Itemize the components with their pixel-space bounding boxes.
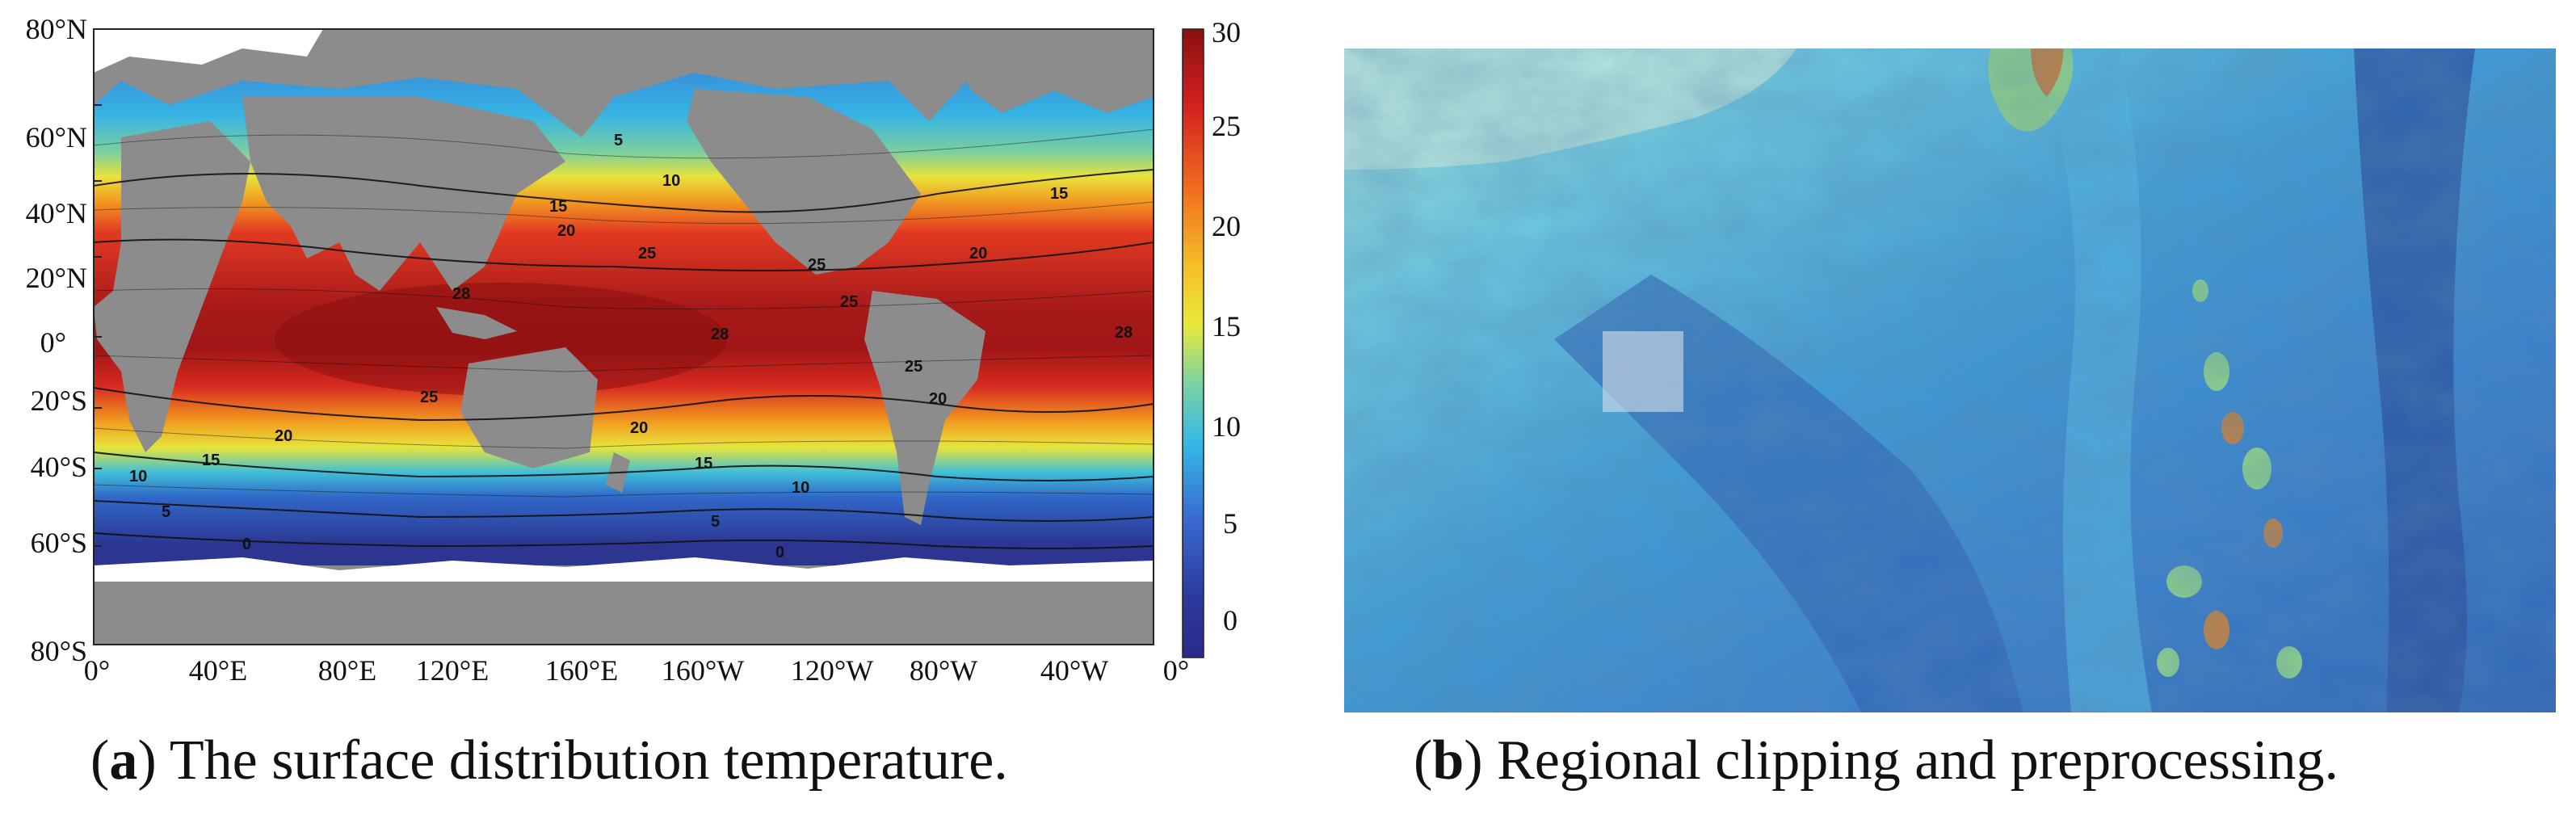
- colorbar-tick: 15: [1212, 310, 1241, 342]
- colorbar-tick: 30: [1212, 16, 1241, 48]
- contour-label: 15: [202, 452, 220, 469]
- contour-label: 25: [420, 389, 438, 406]
- lon-tick: 80°W: [910, 654, 977, 687]
- temperature-contours: [94, 169, 1154, 549]
- lon-tick: 120°E: [416, 654, 489, 687]
- indonesia-land: [436, 307, 517, 339]
- africa-land: [94, 121, 250, 452]
- asia-land: [242, 97, 565, 291]
- caption-a: (a) The surface distribution temperature…: [90, 729, 1008, 792]
- contour-label: 28: [1115, 324, 1133, 342]
- contour-label: 15: [549, 198, 567, 216]
- lat-tick: 40°N: [26, 197, 87, 229]
- contour-label: 10: [129, 468, 147, 485]
- lon-tick: 80°E: [318, 654, 376, 687]
- arctic-land: [94, 29, 1154, 137]
- contour-label: 20: [557, 222, 575, 240]
- contour-label: 5: [711, 513, 720, 531]
- caption-b-text: Regional clipping and preprocessing.: [1497, 729, 2339, 792]
- colorbar: 30 25 20 15 10 5 0: [1182, 16, 1241, 658]
- lon-tick: 0°: [1163, 654, 1189, 687]
- colorbar-tick: 25: [1212, 110, 1241, 142]
- caption-b-letter: b: [1432, 729, 1464, 792]
- contour-label: 0: [242, 536, 251, 553]
- contour-label: 25: [808, 256, 826, 274]
- antarctic-ice: [94, 557, 1154, 582]
- seafloor-texture: [1344, 48, 2556, 712]
- lon-tick: 160°E: [545, 654, 618, 687]
- contour-label: 20: [275, 427, 292, 445]
- contour-label: 20: [969, 245, 987, 263]
- axis-tick-marks: [94, 28, 102, 645]
- latitude-labels: 80°N 60°N 40°N 20°N 0° 20°S 40°S 60°S 80…: [26, 13, 87, 667]
- caption-a-text: The surface distribution temperature.: [169, 729, 1008, 792]
- contour-label: 5: [614, 132, 623, 149]
- contour-label: 10: [792, 479, 809, 497]
- contour-labels: 5 10 15 20 25 28 25 20 15 10 5 0 25 28 2…: [129, 132, 1133, 561]
- temperature-map-panel: 5 10 15 20 25 28 25 20 15 10 5 0 25 28 2…: [26, 13, 1241, 687]
- contour-label: 28: [452, 285, 470, 303]
- contour-label: 20: [630, 419, 648, 437]
- longitude-labels: 0° 40°E 80°E 120°E 160°E 160°W 120°W 80°…: [84, 654, 1189, 687]
- north-america-land: [687, 89, 921, 275]
- lat-tick: 80°S: [31, 635, 87, 667]
- lat-tick: 60°N: [26, 121, 87, 153]
- greenland-land: [953, 48, 1058, 113]
- arctic-ice: [94, 29, 323, 73]
- colorbar-tick: 20: [1212, 210, 1241, 242]
- contour-label: 0: [775, 544, 784, 561]
- warm-pool: [275, 283, 727, 396]
- lat-tick: 20°S: [31, 384, 87, 417]
- lon-tick: 160°W: [662, 654, 744, 687]
- colorbar-tick: 5: [1223, 507, 1238, 540]
- colorbar-tick: 0: [1223, 604, 1238, 637]
- lon-tick: 40°E: [189, 654, 247, 687]
- contour-label: 20: [929, 390, 947, 408]
- contour-label: 25: [638, 245, 656, 263]
- contour-label: 15: [1050, 185, 1068, 203]
- selected-region-box: [1603, 331, 1683, 412]
- contour-label: 25: [905, 358, 922, 376]
- contour-label: 5: [162, 503, 170, 521]
- lon-tick: 120°W: [791, 654, 873, 687]
- lat-tick: 20°N: [26, 262, 87, 294]
- lon-tick: 40°W: [1040, 654, 1108, 687]
- south-america-land: [864, 291, 985, 525]
- australia-land: [460, 347, 598, 469]
- contour-label: 10: [662, 172, 680, 190]
- lat-tick: 80°N: [26, 13, 87, 45]
- bathymetry-map-panel: [1344, 48, 2556, 712]
- caption-a-letter: a: [109, 729, 138, 792]
- contour-label: 15: [695, 455, 712, 473]
- colorbar-tick: 10: [1212, 410, 1241, 443]
- lat-tick: 0°: [40, 326, 66, 359]
- caption-b: (b) Regional clipping and preprocessing.: [1414, 729, 2339, 792]
- map-area: 5 10 15 20 25 28 25 20 15 10 5 0 25 28 2…: [94, 29, 1154, 645]
- colorbar-gradient: [1182, 28, 1204, 658]
- lat-tick: 60°S: [31, 527, 87, 559]
- lon-tick: 0°: [84, 654, 110, 687]
- contour-label: 28: [711, 326, 729, 343]
- temperature-contours-minor: [94, 128, 1154, 498]
- contour-label: 25: [840, 293, 858, 311]
- lat-tick: 40°S: [31, 451, 87, 483]
